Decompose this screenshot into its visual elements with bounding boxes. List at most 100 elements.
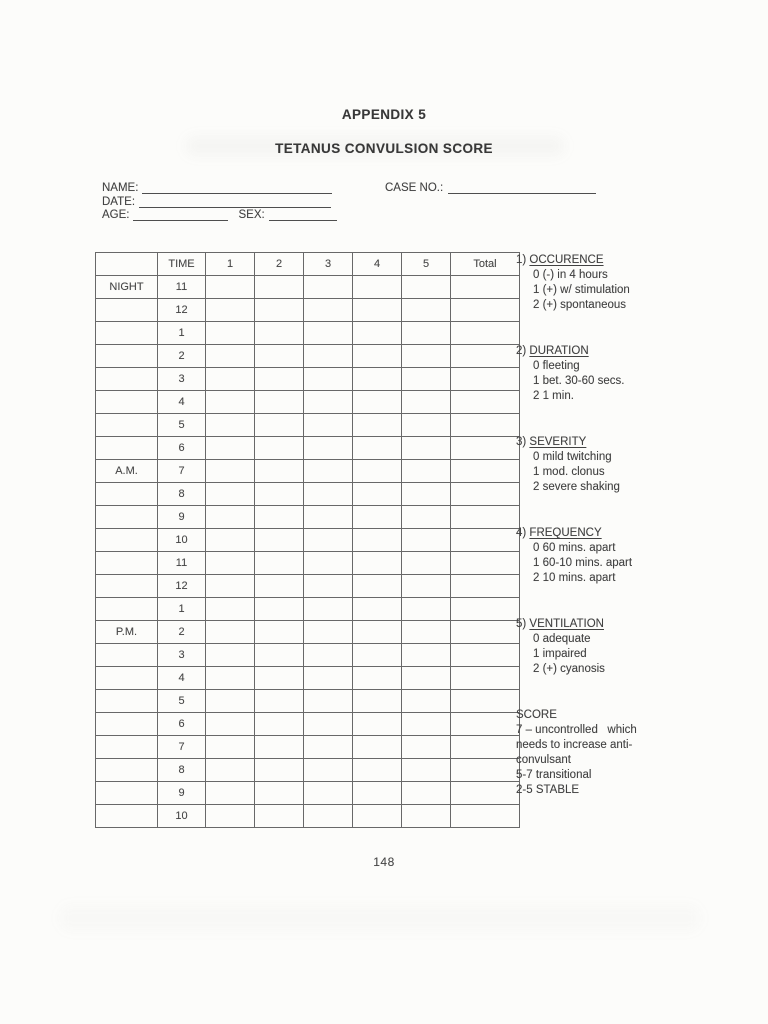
time-cell: 8 — [157, 758, 206, 782]
scan-smudge — [185, 136, 565, 156]
score-entry-cell — [352, 321, 402, 345]
total-cell — [450, 666, 520, 690]
score-entry-cell — [401, 482, 451, 506]
time-cell: 6 — [157, 712, 206, 736]
time-cell: 2 — [157, 620, 206, 644]
legend-section: 5) VENTILATION 0 adequate 1 impaired 2 (+) … — [516, 617, 764, 677]
score-entry-cell — [205, 781, 255, 805]
legend-section-heading: 1) OCCURENCE — [516, 253, 764, 268]
time-cell: 11 — [157, 275, 206, 299]
score-entry-cell — [352, 551, 402, 575]
convulsion-score-table: TIME 1 2 3 4 5 Total NIGHT 11 12 1 2 3 4 5 6 A.M. 7 8 9 10 1… — [95, 252, 520, 828]
table-row: 10 — [95, 804, 520, 828]
legend-item: 0 (-) in 4 hours — [533, 269, 608, 281]
score-entry-cell — [401, 689, 451, 713]
period-cell — [95, 390, 158, 414]
time-cell: 4 — [157, 666, 206, 690]
period-cell — [95, 804, 158, 828]
period-cell — [95, 344, 158, 368]
time-cell: 6 — [157, 436, 206, 460]
period-cell — [95, 597, 158, 621]
score-entry-cell — [401, 574, 451, 598]
legend-item: 2 (+) cyanosis — [533, 663, 605, 675]
score-entry-cell — [205, 758, 255, 782]
sex-label: SEX: — [238, 209, 265, 222]
patient-info-block: NAME: DATE: AGE: SEX: — [102, 180, 337, 222]
table-row: 8 — [95, 758, 520, 782]
score-entry-cell — [303, 666, 353, 690]
table-row: A.M. 7 — [95, 459, 520, 483]
score-entry-cell — [303, 528, 353, 552]
score-entry-cell — [254, 505, 304, 529]
score-entry-cell — [352, 758, 402, 782]
score-entry-cell — [303, 620, 353, 644]
score-entry-cell — [205, 643, 255, 667]
legend-section-title: FREQUENCY — [529, 527, 602, 539]
time-cell: 2 — [157, 344, 206, 368]
period-cell — [95, 413, 158, 437]
score-entry-cell — [254, 643, 304, 667]
score-entry-cell — [254, 735, 304, 759]
score-entry-cell — [352, 275, 402, 299]
score-entry-cell — [401, 781, 451, 805]
period-cell — [95, 758, 158, 782]
case-no-field — [448, 182, 597, 194]
period-cell: NIGHT — [95, 275, 158, 299]
period-cell — [95, 781, 158, 805]
score-entry-cell — [254, 436, 304, 460]
total-cell — [450, 712, 520, 736]
legend-item: 2 severe shaking — [533, 481, 620, 493]
score-entry-cell — [205, 804, 255, 828]
score-entry-cell — [401, 321, 451, 345]
score-entry-cell — [205, 390, 255, 414]
score-entry-cell — [352, 620, 402, 644]
score-column-header: 4 — [352, 252, 402, 276]
score-interpretation: SCORE 7 – uncontrolled which needs to inc… — [516, 708, 764, 798]
period-cell — [95, 528, 158, 552]
total-cell — [450, 735, 520, 759]
score-entry-cell — [303, 298, 353, 322]
time-cell: 10 — [157, 804, 206, 828]
legend-item: 0 adequate — [533, 633, 591, 645]
legend-section-heading: 4) FREQUENCY — [516, 526, 764, 541]
legend-section-heading: 5) VENTILATION — [516, 617, 764, 632]
score-entry-cell — [303, 275, 353, 299]
score-entry-cell — [303, 758, 353, 782]
date-label: DATE: — [102, 195, 136, 208]
legend-section-heading: 3) SEVERITY — [516, 435, 764, 450]
score-column-header: 1 — [205, 252, 255, 276]
case-no-row: CASE NO.: — [385, 180, 597, 194]
score-entry-cell — [352, 712, 402, 736]
table-row: 12 — [95, 574, 520, 598]
age-field — [133, 209, 229, 222]
score-entry-cell — [401, 551, 451, 575]
time-cell: 10 — [157, 528, 206, 552]
score-entry-cell — [352, 643, 402, 667]
name-row: NAME: — [102, 180, 337, 194]
score-entry-cell — [352, 689, 402, 713]
period-cell — [95, 505, 158, 529]
table-row: 11 — [95, 551, 520, 575]
score-column-header: 5 — [401, 252, 451, 276]
score-entry-cell — [205, 275, 255, 299]
score-interpretation-line: 5-7 transitional — [516, 769, 592, 781]
total-cell — [450, 643, 520, 667]
score-entry-cell — [303, 413, 353, 437]
period-cell — [95, 689, 158, 713]
time-cell: 5 — [157, 689, 206, 713]
score-entry-cell — [303, 712, 353, 736]
period-cell — [95, 643, 158, 667]
score-entry-cell — [401, 528, 451, 552]
time-cell: 12 — [157, 298, 206, 322]
score-entry-cell — [303, 436, 353, 460]
score-entry-cell — [254, 459, 304, 483]
score-entry-cell — [205, 597, 255, 621]
table-row: 5 — [95, 689, 520, 713]
score-entry-cell — [254, 781, 304, 805]
score-entry-cell — [352, 528, 402, 552]
score-entry-cell — [352, 367, 402, 391]
score-entry-cell — [401, 597, 451, 621]
table-row: 6 — [95, 712, 520, 736]
score-entry-cell — [254, 344, 304, 368]
